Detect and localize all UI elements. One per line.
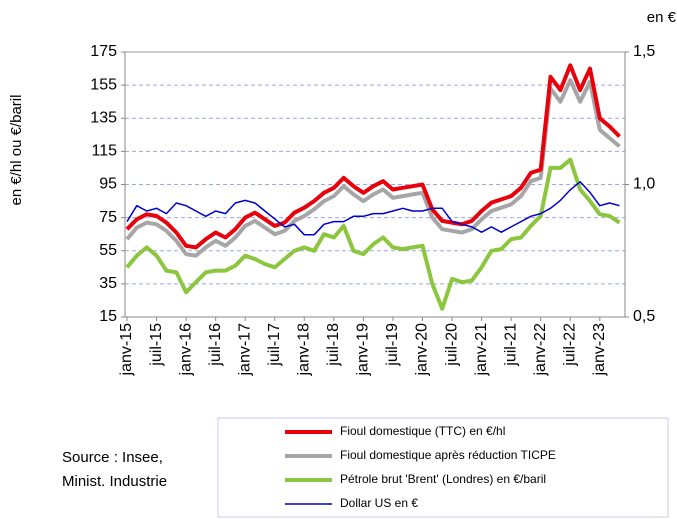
x-tick-label: janv-21 [473,323,490,377]
x-tick-label: juil-15 [148,323,165,367]
series-line [125,63,621,250]
x-tick-label: juil-16 [207,323,224,367]
legend-box [217,417,669,518]
x-tick-label: juil-17 [266,323,283,367]
series-line [125,78,621,258]
x-tick-label: janv-22 [532,323,549,377]
y2-tick-label: 0,5 [633,308,655,325]
x-tick-label: janv-19 [355,323,372,377]
x-tick-label: janv-17 [236,323,253,377]
x-tick-label: juil-18 [325,323,342,367]
y-tick-label: 155 [90,76,117,93]
y-tick-label: 55 [99,242,117,259]
y-tick-label: 35 [99,275,117,292]
y-tick-label: 115 [91,143,117,160]
legend-label: Pétrole brut 'Brent' (Londres) en €/bari… [340,472,546,486]
x-tick-label: juil-20 [443,323,460,367]
y-axis-label: en €/hl ou €/baril [8,95,25,206]
series-line [125,157,621,311]
x-tick-label: janv-15 [118,323,135,377]
source: Minist. Industrie [62,473,167,490]
y-tick-label: 175 [90,43,117,60]
y-tick-label: 75 [99,209,117,226]
y-tick-label: 15 [99,308,117,325]
x-tick-label: janv-23 [591,323,608,377]
y-tick-label: 95 [99,176,117,193]
legend-label: Fioul domestique (TTC) en €/hl [340,424,505,438]
y2-axis-label: en € [647,9,677,26]
y2-tick-label: 1,0 [633,176,655,193]
x-tick-label: juil-21 [502,323,519,367]
x-tick-label: juil-19 [384,323,401,367]
source: Source : Insee, [62,449,163,466]
legend-label: Dollar US en € [340,496,418,510]
x-tick-label: janv-20 [414,323,431,377]
legend-label: Fioul domestique après réduction TICPE [340,448,556,462]
x-tick-label: juil-22 [561,323,578,367]
y-tick-label: 135 [90,109,117,126]
x-tick-label: janv-16 [177,323,194,377]
y2-tick-label: 1,5 [633,43,655,60]
x-tick-label: janv-18 [296,323,313,377]
series-line [126,181,620,236]
